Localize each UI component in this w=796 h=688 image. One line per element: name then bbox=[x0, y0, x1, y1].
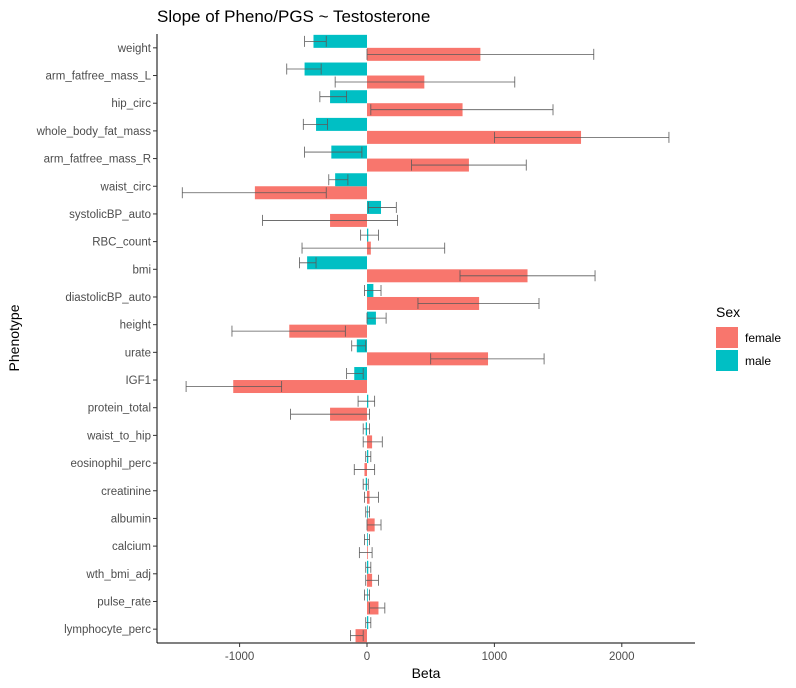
legend-key-female bbox=[716, 327, 738, 348]
male-errorbar bbox=[364, 534, 370, 546]
male-errorbar bbox=[365, 506, 370, 518]
female-errorbar bbox=[350, 630, 364, 642]
male-errorbar bbox=[364, 589, 370, 601]
y-tick-label: lymphocyte_perc bbox=[64, 624, 151, 636]
y-tick-label: albumin bbox=[111, 513, 151, 525]
plot-area bbox=[181, 34, 670, 643]
y-tick-label: weight bbox=[117, 43, 152, 55]
male-errorbar bbox=[365, 617, 372, 629]
y-tick-label: height bbox=[120, 320, 152, 332]
y-tick-label: whole_body_fat_mass bbox=[36, 126, 152, 138]
male-bar bbox=[313, 34, 367, 48]
y-tick-label: calcium bbox=[112, 541, 151, 553]
female-errorbar bbox=[181, 187, 327, 199]
male-errorbar bbox=[299, 257, 317, 269]
y-tick-label: eosinophil_perc bbox=[70, 458, 151, 470]
y-axis-title: Phenotype bbox=[6, 304, 22, 371]
female-errorbar bbox=[369, 602, 386, 614]
chart-title: Slope of Pheno/PGS ~ Testosterone bbox=[157, 7, 430, 26]
y-tick-label: arm_fatfree_mass_R bbox=[44, 154, 151, 166]
male-errorbar bbox=[319, 91, 348, 103]
female-errorbar bbox=[493, 131, 670, 143]
male-errorbar bbox=[364, 284, 382, 296]
male-errorbar bbox=[367, 201, 397, 213]
y-tick-label: diastolicBP_auto bbox=[65, 292, 151, 304]
legend-label-male: male bbox=[745, 354, 771, 368]
y-tick-label: IGF1 bbox=[125, 375, 151, 387]
y-tick-label: urate bbox=[125, 347, 151, 359]
female-errorbar bbox=[366, 519, 382, 531]
male-errorbar bbox=[328, 174, 349, 186]
female-bar bbox=[367, 269, 528, 283]
legend: Sex female male bbox=[716, 304, 781, 371]
male-errorbar bbox=[304, 35, 327, 47]
female-errorbar bbox=[185, 381, 283, 393]
female-errorbar bbox=[411, 159, 527, 171]
female-errorbar bbox=[459, 270, 596, 282]
female-errorbar bbox=[364, 491, 379, 503]
male-errorbar bbox=[365, 561, 372, 573]
female-errorbar bbox=[417, 297, 540, 309]
y-tick-label: RBC_count bbox=[92, 237, 152, 249]
y-tick-label: waist_circ bbox=[100, 181, 152, 193]
x-axis-ticks: -1000 0 1000 2000 bbox=[225, 643, 635, 663]
female-bar bbox=[367, 130, 582, 144]
female-errorbar bbox=[301, 242, 446, 254]
y-tick-label: waist_to_hip bbox=[86, 430, 151, 442]
male-errorbar bbox=[360, 229, 379, 241]
female-bar bbox=[233, 380, 367, 394]
female-errorbar bbox=[430, 353, 545, 365]
female-errorbar bbox=[262, 214, 398, 226]
y-tick-label: bmi bbox=[132, 264, 151, 276]
x-tick-label: 2000 bbox=[609, 651, 635, 663]
y-tick-label: creatinine bbox=[101, 486, 151, 498]
y-tick-label: pulse_rate bbox=[97, 596, 151, 608]
female-errorbar bbox=[365, 574, 379, 586]
x-tick-label: -1000 bbox=[225, 651, 254, 663]
male-bar bbox=[330, 90, 367, 104]
male-errorbar bbox=[346, 368, 364, 380]
legend-key-male bbox=[716, 350, 738, 371]
male-bar bbox=[304, 62, 367, 76]
female-errorbar bbox=[362, 436, 383, 448]
male-errorbar bbox=[362, 478, 369, 490]
male-bar bbox=[307, 256, 367, 270]
legend-title: Sex bbox=[716, 304, 740, 320]
x-tick-label: 1000 bbox=[482, 651, 508, 663]
x-axis-title: Beta bbox=[412, 665, 441, 681]
y-tick-label: systolicBP_auto bbox=[69, 209, 151, 221]
male-errorbar bbox=[351, 340, 367, 352]
male-errorbar bbox=[304, 146, 363, 158]
female-errorbar bbox=[290, 408, 370, 420]
female-errorbar bbox=[231, 325, 346, 337]
female-bar bbox=[367, 352, 489, 366]
x-tick-label: 0 bbox=[364, 651, 370, 663]
female-errorbar bbox=[370, 104, 554, 116]
female-errorbar bbox=[334, 76, 516, 88]
male-bar bbox=[316, 117, 367, 131]
male-errorbar bbox=[286, 63, 322, 75]
male-errorbar bbox=[362, 423, 370, 435]
male-bar bbox=[335, 173, 367, 187]
female-errorbar bbox=[358, 547, 373, 559]
male-errorbar bbox=[302, 118, 328, 130]
y-tick-label: arm_fatfree_mass_L bbox=[46, 71, 152, 83]
legend-label-female: female bbox=[745, 331, 781, 345]
female-errorbar bbox=[366, 48, 595, 60]
y-axis-ticks: weight arm_fatfree_mass_L hip_circ whole_bo… bbox=[36, 43, 157, 636]
male-errorbar bbox=[357, 395, 376, 407]
y-tick-label: hip_circ bbox=[111, 98, 151, 110]
male-errorbar bbox=[366, 312, 387, 324]
female-errorbar bbox=[353, 464, 376, 476]
y-tick-label: wth_bmi_adj bbox=[85, 569, 151, 581]
male-errorbar bbox=[365, 451, 372, 463]
y-tick-label: protein_total bbox=[88, 403, 151, 415]
